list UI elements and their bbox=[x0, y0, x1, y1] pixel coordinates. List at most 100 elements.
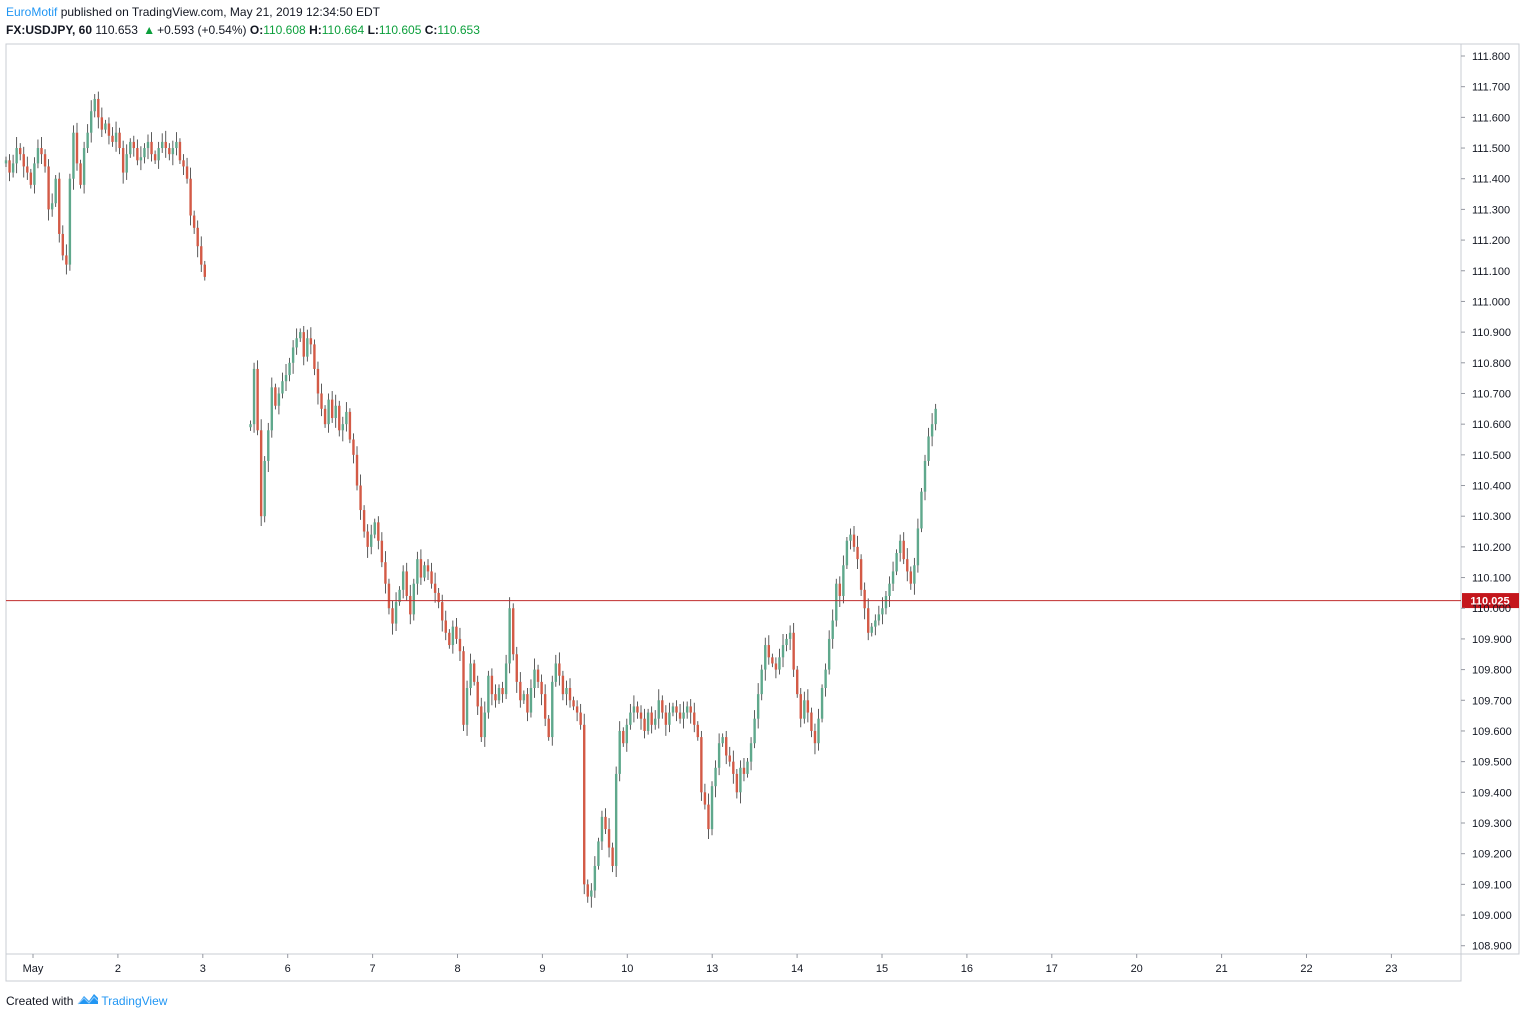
x-tick-label: 3 bbox=[200, 963, 206, 975]
candle-body-down bbox=[547, 718, 550, 738]
candle-body-up bbox=[756, 694, 760, 719]
y-tick-label: 110.900 bbox=[1472, 327, 1511, 339]
triangle-up-icon: ▲ bbox=[143, 23, 156, 37]
candle-body-down bbox=[639, 712, 643, 719]
time-axis[interactable] bbox=[5, 953, 1462, 982]
y-tick-label: 110.700 bbox=[1472, 388, 1511, 400]
candle-body-down bbox=[58, 178, 61, 234]
candle-body-down bbox=[501, 688, 504, 695]
candle-body-down bbox=[391, 608, 394, 624]
candle-body-up bbox=[394, 602, 398, 624]
candle-body-down bbox=[661, 700, 664, 713]
candle-body-up bbox=[803, 700, 806, 719]
candle-body-down bbox=[568, 688, 572, 701]
candle-body-up bbox=[373, 522, 376, 535]
x-tick-label: 17 bbox=[1046, 963, 1058, 975]
candle-body-up bbox=[416, 559, 419, 584]
candle-body-up bbox=[781, 645, 785, 658]
ohlc-legend: FX:USDJPY, 60 110.653 ▲ +0.593 (+0.54%) O… bbox=[6, 23, 480, 37]
candle-body-down bbox=[22, 154, 25, 167]
candle-body-up bbox=[4, 160, 8, 164]
x-tick-label: 16 bbox=[961, 963, 973, 975]
candle-body-down bbox=[405, 571, 408, 596]
candle-body-up bbox=[157, 148, 160, 161]
symbol-label: FX:USDJPY, 60 bbox=[6, 23, 93, 37]
horizontal-level[interactable]: 110.025 bbox=[6, 593, 1519, 609]
candle-body-down bbox=[462, 651, 465, 725]
candle-body-up bbox=[682, 712, 685, 719]
candle-body-down bbox=[437, 592, 440, 603]
candle-body-up bbox=[827, 638, 831, 670]
tradingview-logo-icon[interactable] bbox=[77, 992, 99, 1010]
candle-body-down bbox=[433, 583, 437, 593]
candle-body-up bbox=[654, 718, 657, 725]
y-tick-label: 111.000 bbox=[1472, 296, 1510, 308]
x-tick-label: 14 bbox=[791, 963, 803, 975]
x-tick-label: May bbox=[23, 963, 44, 975]
candle-body-down bbox=[387, 583, 391, 609]
candle-body-up bbox=[129, 141, 132, 155]
candle-body-up bbox=[817, 718, 820, 744]
candle-body-up bbox=[370, 534, 373, 547]
candle-body-up bbox=[334, 405, 337, 419]
candle-body-down bbox=[561, 675, 565, 695]
y-tick-label: 110.200 bbox=[1472, 542, 1511, 554]
candle-body-down bbox=[611, 847, 614, 866]
low-label: L: bbox=[367, 23, 379, 37]
candle-body-down bbox=[61, 233, 64, 256]
candle-body-down bbox=[309, 338, 313, 345]
x-tick-label: 9 bbox=[539, 963, 545, 975]
candle-body-down bbox=[455, 626, 458, 639]
price-chart[interactable]: 110.025 111.800111.700111.600111.500111.… bbox=[0, 0, 1526, 990]
candle-series bbox=[4, 91, 937, 908]
candle-body-up bbox=[175, 141, 178, 149]
close-value: 110.653 bbox=[437, 23, 480, 37]
candle-body-down bbox=[348, 411, 352, 440]
candle-body-down bbox=[643, 718, 646, 731]
candle-body-down bbox=[732, 761, 735, 774]
candle-body-up bbox=[753, 718, 756, 744]
candle-body-up bbox=[270, 387, 274, 431]
candle-body-down bbox=[490, 675, 494, 695]
candle-body-up bbox=[465, 688, 469, 725]
y-tick-label: 111.100 bbox=[1472, 266, 1510, 278]
candle-body-up bbox=[930, 424, 934, 437]
candle-body-up bbox=[927, 436, 930, 461]
candle-body-down bbox=[316, 368, 320, 394]
candle-body-up bbox=[710, 786, 714, 830]
x-tick-label: 10 bbox=[621, 963, 633, 975]
y-tick-label: 110.000 bbox=[1472, 603, 1511, 615]
author-link[interactable]: EuroMotif bbox=[6, 5, 58, 19]
candle-body-down bbox=[352, 439, 355, 455]
candle-body-up bbox=[646, 712, 650, 731]
candle-body-down bbox=[515, 654, 518, 682]
candle-body-up bbox=[295, 338, 298, 348]
tradingview-link[interactable]: TradingView bbox=[101, 994, 168, 1008]
candle-body-down bbox=[196, 227, 199, 247]
candle-body-down bbox=[867, 608, 870, 633]
y-tick-label: 109.200 bbox=[1472, 849, 1512, 861]
candle-body-up bbox=[849, 534, 852, 541]
y-tick-label: 110.400 bbox=[1472, 481, 1511, 493]
candle-body-up bbox=[281, 381, 284, 394]
candle-body-down bbox=[458, 638, 462, 652]
candle-body-down bbox=[902, 540, 905, 560]
price-axis[interactable] bbox=[1460, 43, 1520, 955]
candle-body-up bbox=[845, 540, 849, 566]
price-change: +0.593 (+0.54%) bbox=[157, 23, 247, 37]
candle-body-down bbox=[200, 246, 203, 265]
candle-body-up bbox=[291, 347, 295, 363]
candle-body-down bbox=[47, 166, 50, 210]
open-label: O: bbox=[249, 23, 264, 37]
candle-body-up bbox=[146, 141, 150, 149]
candle-body-up bbox=[717, 743, 721, 768]
candle-body-up bbox=[50, 203, 54, 210]
candle-body-up bbox=[625, 724, 629, 744]
candle-body-down bbox=[192, 215, 196, 228]
candle-body-down bbox=[799, 694, 802, 719]
candle-body-up bbox=[299, 332, 302, 339]
candle-body-down bbox=[29, 172, 33, 185]
candle-body-up bbox=[11, 163, 15, 173]
plot-area[interactable] bbox=[5, 43, 1462, 955]
candle-body-down bbox=[26, 166, 29, 173]
